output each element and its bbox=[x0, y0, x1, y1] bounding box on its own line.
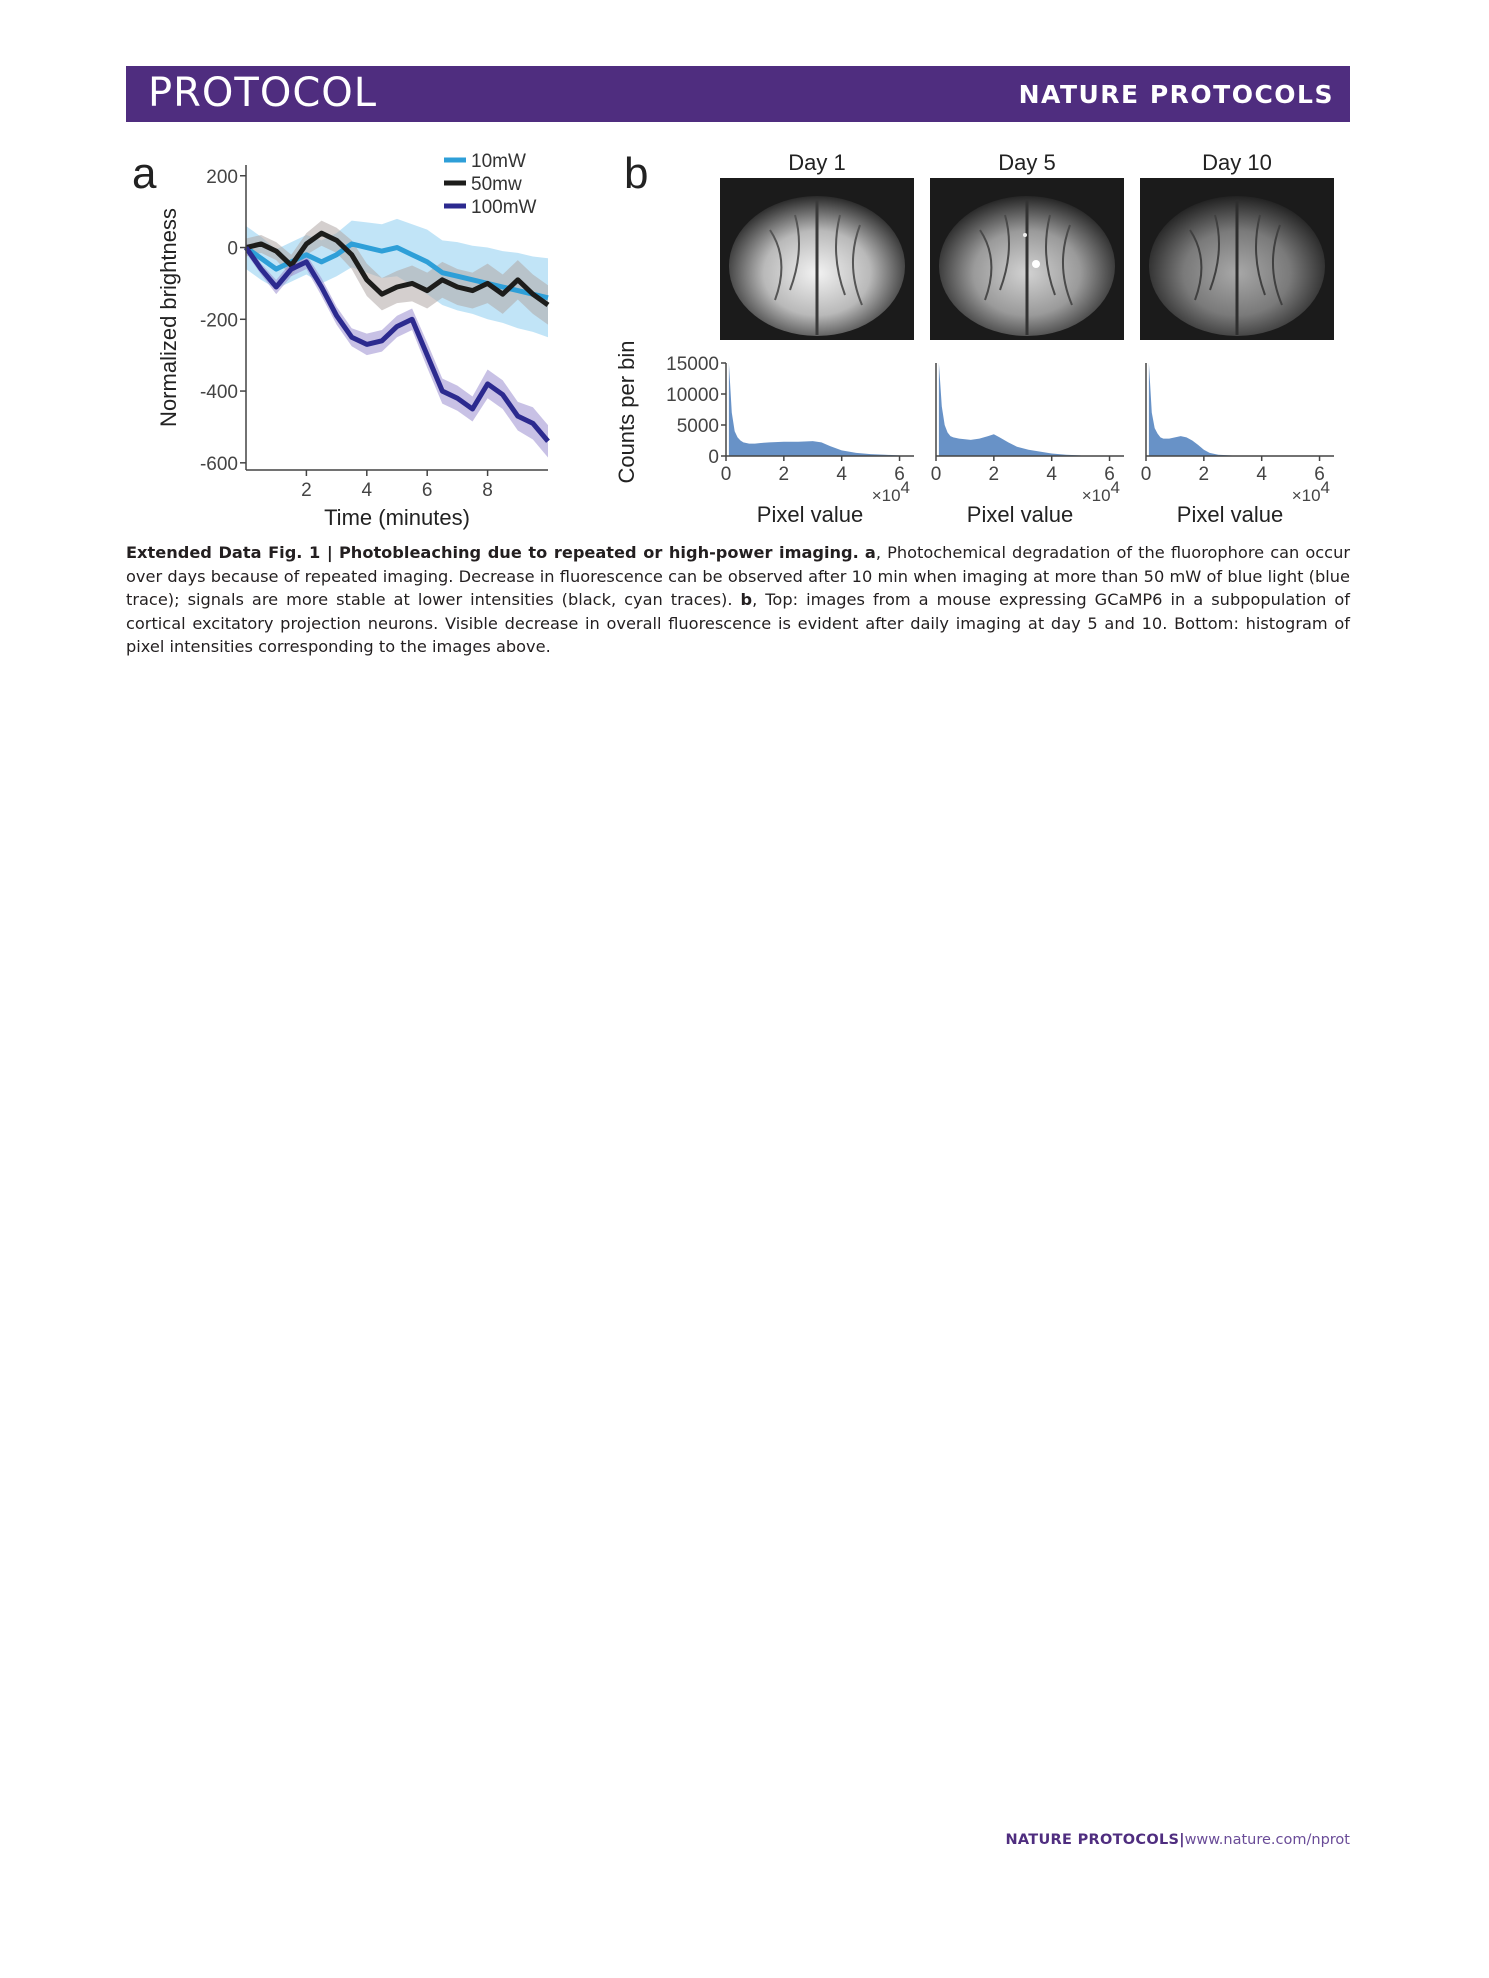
caption-title: Photobleaching due to repeated or high-p… bbox=[338, 543, 859, 562]
x-multiplier-base: ×10 bbox=[1292, 486, 1321, 505]
panel-b-letter: b bbox=[624, 149, 648, 198]
histogram-area bbox=[728, 363, 900, 456]
y-tick-label: -200 bbox=[200, 310, 238, 331]
x-multiplier-exp: 4 bbox=[1321, 478, 1330, 497]
day-title: Day 5 bbox=[998, 150, 1055, 175]
x-tick-label: 6 bbox=[894, 464, 905, 485]
series-band-100mW bbox=[246, 242, 548, 458]
page-header: PROTOCOL NATURE PROTOCOLS bbox=[126, 66, 1350, 122]
x-multiplier-exp: 4 bbox=[1111, 478, 1120, 497]
caption-a-text: , Photochemical degradation of the fluor… bbox=[126, 543, 1350, 610]
x-tick-label: 8 bbox=[482, 480, 493, 501]
x-tick-label: 6 bbox=[1104, 464, 1115, 485]
x-multiplier: ×104 bbox=[872, 478, 910, 505]
y-tick-label: 5000 bbox=[677, 416, 719, 437]
x-tick-label: 2 bbox=[1199, 464, 1210, 485]
footer-url[interactable]: www.nature.com/nprot bbox=[1184, 1832, 1350, 1848]
footer-separator: | bbox=[1179, 1832, 1185, 1848]
y-tick-label: -400 bbox=[200, 382, 238, 403]
x-axis-label: Pixel value bbox=[757, 502, 863, 527]
y-tick-label: 200 bbox=[206, 167, 238, 188]
journal-name: NATURE PROTOCOLS bbox=[1018, 80, 1334, 109]
series-band-50mw bbox=[246, 220, 548, 325]
x-tick-label: 0 bbox=[1141, 464, 1152, 485]
x-tick-label: 0 bbox=[721, 464, 732, 485]
x-axis-label: Pixel value bbox=[1177, 502, 1283, 527]
y-axis-label: Counts per bin bbox=[614, 340, 639, 483]
caption-a-letter: a bbox=[864, 543, 876, 562]
legend-label-50mw: 50mw bbox=[471, 174, 522, 195]
x-axis-label: Time (minutes) bbox=[324, 505, 470, 530]
panel-a-letter: a bbox=[132, 149, 157, 198]
x-tick-label: 6 bbox=[1314, 464, 1325, 485]
day-5-image bbox=[930, 178, 1124, 340]
day-title: Day 10 bbox=[1202, 150, 1272, 175]
x-multiplier-exp: 4 bbox=[901, 478, 910, 497]
day-title: Day 1 bbox=[788, 150, 845, 175]
figure-caption: Extended Data Fig. 1 | Photobleaching du… bbox=[126, 541, 1350, 659]
histogram-area bbox=[938, 363, 1081, 456]
page-footer: NATURE PROTOCOLS|www.nature.com/nprot bbox=[1005, 1832, 1350, 1848]
x-tick-label: 2 bbox=[989, 464, 1000, 485]
caption-b-text: , Top: images from a mouse expressing GC… bbox=[126, 590, 1350, 657]
series-line-100mW bbox=[243, 246, 550, 443]
y-axis-label: Normalized brightness bbox=[156, 208, 181, 427]
legend-label-10mW: 10mW bbox=[471, 151, 526, 172]
x-tick-label: 4 bbox=[1256, 464, 1267, 485]
series-line-50mw bbox=[245, 230, 550, 307]
x-multiplier: ×104 bbox=[1292, 478, 1330, 505]
x-tick-label: 2 bbox=[779, 464, 790, 485]
y-tick-label: 0 bbox=[227, 239, 238, 260]
caption-label: Extended Data Fig. 1 | bbox=[126, 543, 333, 562]
legend-label-100mW: 100mW bbox=[471, 197, 537, 218]
section-label: PROTOCOL bbox=[148, 70, 378, 116]
footer-journal: NATURE PROTOCOLS bbox=[1005, 1832, 1180, 1848]
y-tick-label: 10000 bbox=[666, 385, 719, 406]
x-multiplier: ×104 bbox=[1082, 478, 1120, 505]
x-tick-label: 4 bbox=[362, 480, 373, 501]
day-10-image bbox=[1140, 178, 1334, 340]
x-tick-label: 2 bbox=[301, 480, 312, 501]
caption-b-letter: b bbox=[740, 590, 753, 610]
y-tick-label: -600 bbox=[200, 454, 238, 475]
y-tick-label: 0 bbox=[708, 447, 719, 468]
x-tick-label: 0 bbox=[931, 464, 942, 485]
x-axis-label: Pixel value bbox=[967, 502, 1073, 527]
x-tick-label: 6 bbox=[422, 480, 433, 501]
day-1-image bbox=[720, 178, 914, 340]
y-tick-label: 15000 bbox=[666, 354, 719, 375]
x-tick-label: 4 bbox=[836, 464, 847, 485]
x-tick-label: 4 bbox=[1046, 464, 1057, 485]
x-multiplier-base: ×10 bbox=[872, 486, 901, 505]
x-multiplier-base: ×10 bbox=[1082, 486, 1111, 505]
histogram-area bbox=[1148, 363, 1233, 456]
panel-a-line-chart: 200 0 -200 -400 -600 2 4 6 8 Time (minutes) Normal… bbox=[156, 151, 550, 530]
